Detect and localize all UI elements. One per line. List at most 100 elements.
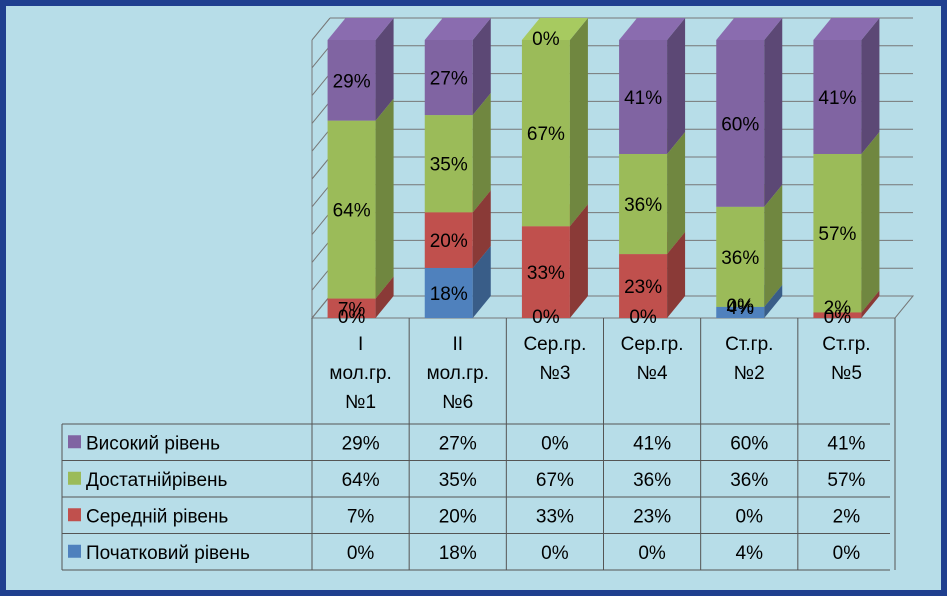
category-label: мол.гр. xyxy=(329,363,391,384)
table-cell: 57% xyxy=(827,470,865,491)
stacked-bar-chart: 0%7%64%29%18%20%35%27%0%33%67%0%0%23%36%… xyxy=(61,17,915,571)
bar-segment xyxy=(813,40,862,154)
bar-segment xyxy=(521,40,570,227)
bar-segment-side xyxy=(667,131,686,255)
legend-swatch xyxy=(68,508,81,522)
table-cell: 36% xyxy=(730,470,768,491)
bar-segment xyxy=(327,298,376,318)
bar-data-label: 35% xyxy=(430,155,468,176)
table-cell: 41% xyxy=(827,433,865,454)
table-cell: 0% xyxy=(541,433,569,454)
category-label: Ст.гр. xyxy=(822,334,870,355)
table-cell: 18% xyxy=(439,543,477,564)
bar-segment xyxy=(716,206,765,307)
bar-data-label: 60% xyxy=(721,114,759,135)
bar-data-label: 7% xyxy=(338,299,366,320)
table-cell: 0% xyxy=(347,543,375,564)
category-label: Ст.гр. xyxy=(725,334,773,355)
table-cell: 23% xyxy=(633,506,671,527)
table-cell: 35% xyxy=(439,470,477,491)
table-cell: 2% xyxy=(833,506,861,527)
bar-segment xyxy=(716,306,765,318)
bar-data-label: 29% xyxy=(333,71,371,92)
category-label: мол.гр. xyxy=(427,363,489,384)
bar-segment-side xyxy=(764,284,783,318)
gridline-side xyxy=(311,240,331,263)
bar-data-label: 33% xyxy=(527,263,565,284)
bar-segment-side xyxy=(472,245,491,318)
table-cell: 27% xyxy=(439,433,477,454)
table-cell: 20% xyxy=(439,506,477,527)
table-cell: 36% xyxy=(633,470,671,491)
bar-segment xyxy=(424,115,473,213)
category-label: №1 xyxy=(345,392,376,413)
bar-segment xyxy=(424,212,473,268)
bar-segment-top xyxy=(716,18,783,40)
table-cell: 41% xyxy=(633,433,671,454)
legend-swatch xyxy=(68,471,81,485)
category-label: №3 xyxy=(539,363,570,384)
bar-segment xyxy=(619,153,668,255)
table-cell: 0% xyxy=(541,543,569,564)
bar-segment-side xyxy=(472,93,491,213)
bar-segment-side xyxy=(569,18,588,227)
table-cell: 29% xyxy=(342,433,380,454)
bar-segment-side xyxy=(375,276,394,318)
bar-data-label: 0% xyxy=(727,296,755,317)
table-cell: 0% xyxy=(638,543,666,564)
bar-segment-side xyxy=(375,18,394,121)
bar-segment xyxy=(424,267,473,318)
gridline-side xyxy=(311,128,331,152)
bar-segment xyxy=(619,40,668,154)
table-cell: 0% xyxy=(833,543,861,564)
table-cell: 67% xyxy=(536,470,574,491)
bar-segment-top xyxy=(813,18,880,40)
bar-data-label: 36% xyxy=(624,195,662,216)
table-cell: 33% xyxy=(536,506,574,527)
gridline-side xyxy=(311,212,331,235)
bar-segment xyxy=(521,226,570,318)
bar-data-label: 64% xyxy=(333,201,371,222)
category-label: №5 xyxy=(831,363,862,384)
category-label: №2 xyxy=(734,363,765,384)
bar-data-label: 57% xyxy=(818,224,856,245)
category-label: I xyxy=(358,334,363,355)
gridline-side xyxy=(311,73,331,96)
bar-segment-side xyxy=(472,18,491,116)
bar-data-label: 27% xyxy=(430,69,468,90)
bar-segment-top xyxy=(521,18,588,40)
legend-label: Початковий рівень xyxy=(86,543,250,564)
bar-segment-top xyxy=(424,18,491,40)
legend-label: Достатнійрівень xyxy=(86,470,228,491)
bar-data-label: 41% xyxy=(624,88,662,109)
bar-data-label: 20% xyxy=(430,231,468,252)
category-label: II xyxy=(452,334,463,355)
category-label: №6 xyxy=(442,392,473,413)
bar-segment-side xyxy=(764,184,783,307)
bar-segment-side xyxy=(667,18,686,154)
gridline-side xyxy=(311,267,331,291)
table-cell: 60% xyxy=(730,433,768,454)
legend-label: Середній рівень xyxy=(86,506,228,527)
bar-data-label: 0% xyxy=(338,307,366,328)
bar-data-label: 0% xyxy=(532,307,560,328)
category-label: Сер.гр. xyxy=(621,334,684,355)
legend-swatch xyxy=(68,435,81,449)
bar-data-label: 0% xyxy=(532,29,560,50)
table-cell: 7% xyxy=(347,506,375,527)
bar-data-label: 0% xyxy=(824,307,852,328)
legend-swatch xyxy=(68,544,81,558)
gridline-side xyxy=(311,45,331,69)
bar-segment xyxy=(327,120,376,299)
category-label: Сер.гр. xyxy=(523,334,586,355)
bar-segment xyxy=(716,40,765,207)
bar-segment xyxy=(813,153,862,313)
table-cell: 0% xyxy=(736,506,764,527)
bar-data-label: 67% xyxy=(527,124,565,145)
bar-segment xyxy=(327,40,376,121)
gridline-side xyxy=(311,17,331,41)
gridline-side xyxy=(311,101,331,124)
category-label: №4 xyxy=(637,363,668,384)
table-cell: 64% xyxy=(342,470,380,491)
